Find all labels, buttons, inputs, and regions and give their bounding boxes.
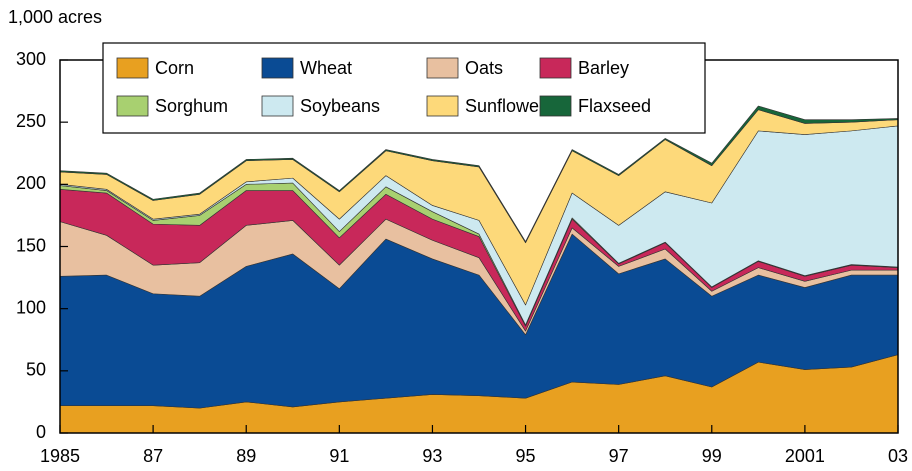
x-tick-label: 91 bbox=[329, 446, 349, 466]
y-tick-label: 300 bbox=[16, 49, 46, 69]
legend-swatch bbox=[426, 95, 459, 117]
legend-label: Barley bbox=[578, 58, 629, 78]
y-tick-label: 100 bbox=[16, 297, 46, 317]
x-tick-label: 87 bbox=[143, 446, 163, 466]
x-tick-label: 03 bbox=[888, 446, 908, 466]
x-tick-label: 93 bbox=[422, 446, 442, 466]
legend-swatch bbox=[116, 95, 149, 117]
legend-swatch bbox=[116, 57, 149, 79]
y-tick-label: 150 bbox=[16, 235, 46, 255]
legend-swatch bbox=[426, 57, 459, 79]
y-tick-label: 200 bbox=[16, 173, 46, 193]
y-axis-label: 1,000 acres bbox=[8, 7, 102, 27]
y-tick-label: 250 bbox=[16, 111, 46, 131]
legend-swatch bbox=[539, 57, 572, 79]
legend-label: Sunflower bbox=[465, 96, 545, 116]
x-tick-label: 2001 bbox=[785, 446, 825, 466]
legend-label: Wheat bbox=[300, 58, 352, 78]
x-tick-label: 1985 bbox=[40, 446, 80, 466]
x-tick-label: 97 bbox=[609, 446, 629, 466]
y-tick-label: 0 bbox=[36, 422, 46, 442]
x-tick-label: 89 bbox=[236, 446, 256, 466]
x-tick-label: 99 bbox=[702, 446, 722, 466]
legend-swatch bbox=[539, 95, 572, 117]
legend: Corn Wheat Oats Barley Sorghum Soybeans Sunflo… bbox=[102, 42, 706, 134]
legend-label: Flaxseed bbox=[578, 96, 651, 116]
legend-label: Oats bbox=[465, 58, 503, 78]
x-tick-label: 95 bbox=[516, 446, 536, 466]
legend-box bbox=[102, 42, 706, 134]
y-tick-label: 50 bbox=[26, 360, 46, 380]
legend-label: Sorghum bbox=[155, 96, 228, 116]
legend-label: Corn bbox=[155, 58, 194, 78]
legend-swatch bbox=[261, 95, 294, 117]
legend-label: Soybeans bbox=[300, 96, 380, 116]
legend-swatch bbox=[261, 57, 294, 79]
